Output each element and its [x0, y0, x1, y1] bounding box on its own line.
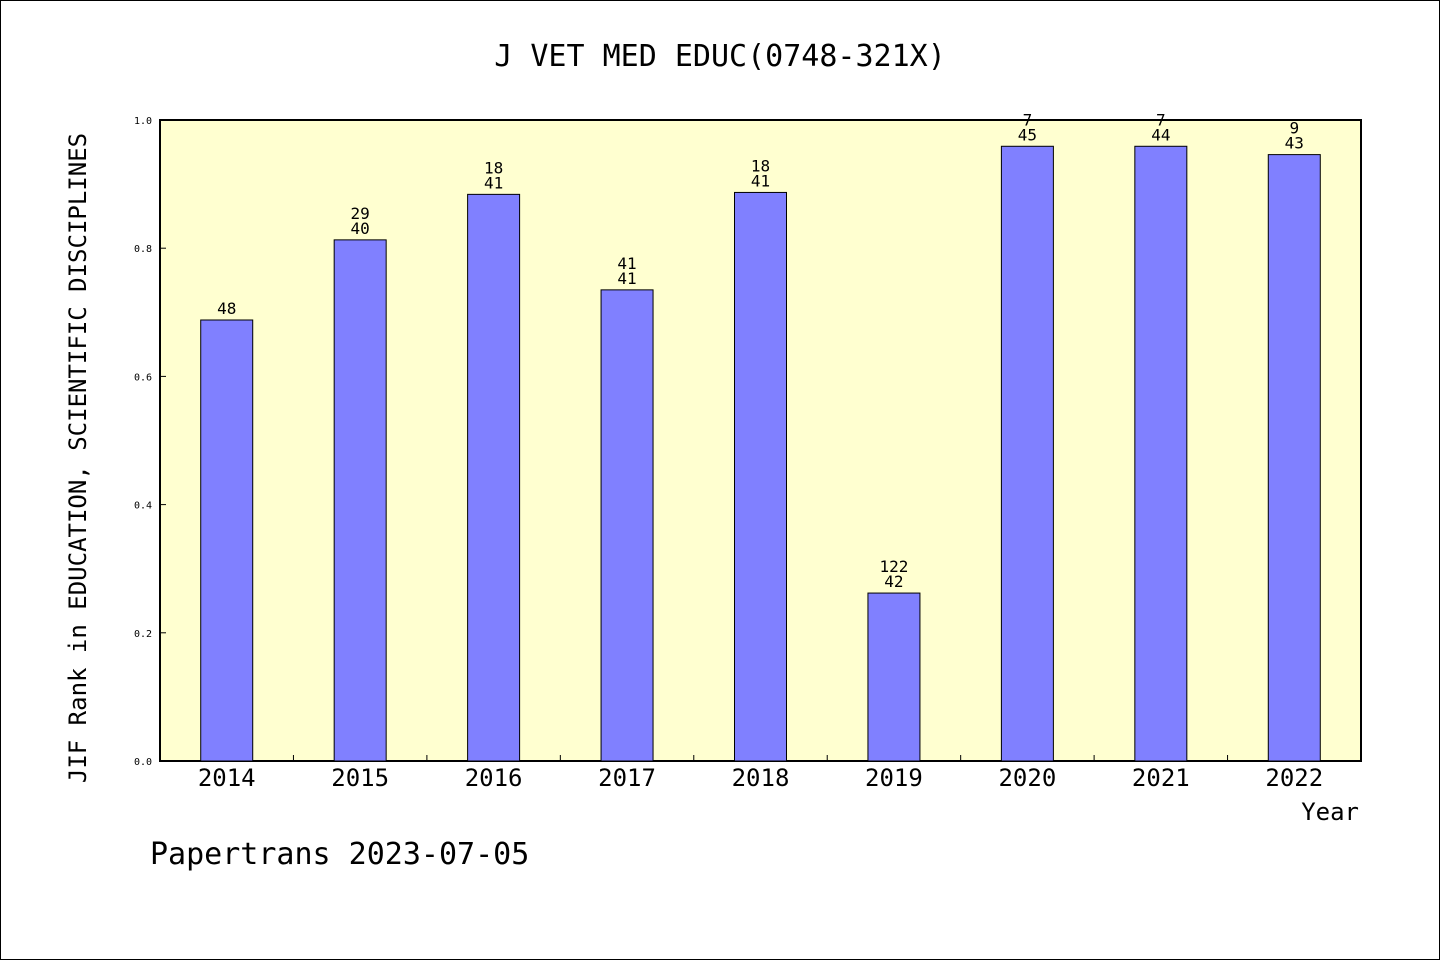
bar-label-top: 7: [1023, 110, 1033, 129]
y-tick-label: 0.4: [134, 501, 152, 512]
y-tick-label: 0.8: [134, 244, 152, 255]
x-tick-label: 2017: [598, 764, 656, 792]
y-axis-title: JIF Rank in EDUCATION, SCIENTIFIC DISCIP…: [64, 133, 92, 783]
x-tick-label: 2016: [465, 764, 523, 792]
x-axis-title: Year: [1301, 798, 1359, 826]
bar-2021: [1134, 145, 1188, 762]
chart-title: J VET MED EDUC(0748-321X): [494, 39, 946, 74]
bar-label-top: 7: [1156, 110, 1166, 129]
y-tick-label: 0.6: [134, 372, 152, 383]
bar-label-top: 122: [879, 557, 908, 576]
footer-text: Papertrans 2023-07-05: [150, 837, 529, 872]
x-tick-label: 2021: [1132, 764, 1190, 792]
bar-label-bottom: 45: [1018, 125, 1037, 144]
bar-2019: [867, 592, 921, 762]
x-tick-label: 2020: [998, 764, 1056, 792]
bar-label-top: 18: [484, 158, 503, 177]
bar-2014: [200, 319, 254, 762]
bar-label-bottom: 40: [351, 219, 370, 238]
y-axis: 0.0 0.2 0.4 0.6 0.8 1.0: [134, 116, 166, 768]
bar-2015: [333, 239, 387, 762]
x-tick-label: 2015: [331, 764, 389, 792]
y-tick-label: 0.2: [134, 629, 152, 640]
bar-label-top: 29: [351, 204, 370, 223]
y-tick-label: 1.0: [134, 116, 152, 127]
bar-2022: [1267, 154, 1321, 762]
bar-2017: [600, 289, 654, 762]
y-tick-label: 0.0: [134, 757, 152, 768]
bar-label-bottom: 44: [1151, 125, 1170, 144]
x-axis: 2014 2015 2016 2017 2018 2019 2020 2021 2022: [198, 755, 1323, 792]
x-tick-label: 2019: [865, 764, 923, 792]
bar-label-top: 9: [1289, 119, 1299, 138]
bar-label-bottom: 41: [751, 171, 770, 190]
bar-2016: [467, 193, 521, 762]
bar-label-bottom: 42: [884, 572, 903, 591]
bar-label-bottom: 41: [484, 173, 503, 192]
bar-label-top: 18: [751, 156, 770, 175]
bar-label-bottom: 48: [217, 299, 236, 318]
x-tick-label: 2018: [732, 764, 790, 792]
bar-label-top: 41: [617, 254, 636, 273]
bar-label-bottom: 41: [617, 269, 636, 288]
bar-2018: [734, 191, 787, 762]
x-tick-label: 2022: [1265, 764, 1323, 792]
x-tick-label: 2014: [198, 764, 256, 792]
bar-2020: [1000, 145, 1054, 762]
bar-label-bottom: 43: [1285, 134, 1304, 153]
